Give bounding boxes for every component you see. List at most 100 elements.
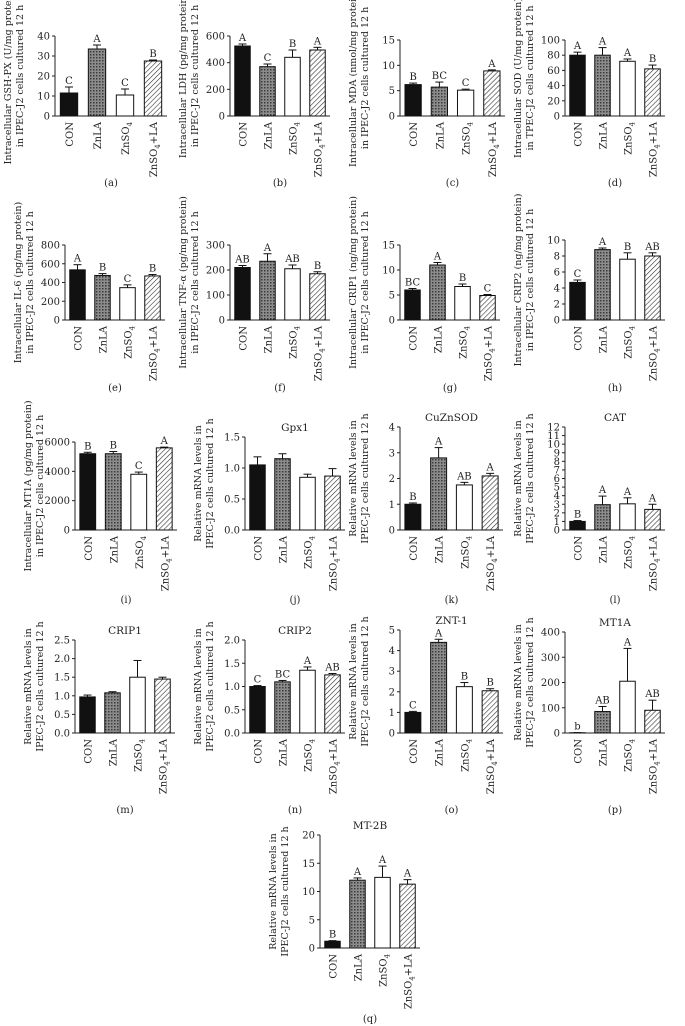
bar-znla [104, 453, 122, 531]
y-tick-label: 12 [547, 423, 560, 434]
y-tick-label: 0.0 [224, 526, 240, 537]
y-axis-label-line-2: in IPEC-J2 cells cultured 12 h [25, 211, 36, 353]
y-axis-label-line-2: in IPEC-J2 cells cultured 12 h [360, 7, 371, 149]
bar-znso4 [619, 60, 636, 117]
x-tick-label-text: ZnSO4+LA [484, 325, 497, 381]
panel-e: 0 200 400 600 800 Intracellular IL-6 (pg/mg p… [13, 202, 165, 394]
significance-letter: AB [456, 471, 472, 482]
chart-title: CuZnSOD [425, 412, 478, 424]
y-tick-label: 0.0 [54, 729, 70, 740]
x-tick-label-text: ZnLA [435, 121, 446, 149]
y-axis-label: Relative mRNA levels in IPEC-J2 cells cul… [513, 413, 536, 543]
y-tick-label: 0 [219, 316, 225, 327]
y-axis-label-line-2: IPEC-J2 cells cultured 12 h [205, 621, 216, 751]
y-tick-label: 200 [41, 297, 60, 308]
panel-label: (b) [273, 178, 287, 189]
x-tick-label-text: ZnSO4+LA [314, 325, 327, 381]
bar-znso4 [456, 89, 475, 117]
x-tick-label: ZnSO4+LA [314, 121, 327, 177]
y-tick-label: 0 [219, 112, 225, 123]
y-tick-label: 60 [547, 66, 560, 77]
y-axis-label: Relative mRNA levels in IPEC-J2 cells cul… [513, 617, 536, 747]
x-tick-label-text: ZnLA [435, 738, 446, 766]
x-tick-label-text: ZnSO4+LA [649, 738, 662, 794]
significance-letter: A [648, 493, 657, 504]
panel-label: (f) [274, 383, 286, 394]
y-tick-label: 10 [547, 440, 560, 451]
x-tick-label: ZnSO4 [124, 325, 137, 358]
x-tick-label-text: ZnLA [599, 121, 610, 149]
x-tick-label-text: ZnLA [279, 738, 290, 766]
significance-letter: C [135, 461, 143, 472]
x-tick-label: CON [239, 326, 250, 351]
panel-m: 0.0 0.5 1.0 1.5 2.0 2.5 Relative mRNA levels i… [23, 621, 175, 816]
bar-con [249, 464, 266, 531]
y-axis-label: Relative mRNA levels in IPEC-J2 cells cul… [348, 616, 371, 746]
y-axis-label-line-1: Relative mRNA levels in [513, 420, 524, 536]
y-tick-label: 1.0 [224, 682, 240, 693]
bar-znso4-plus-la [479, 295, 496, 321]
panel-label: (e) [108, 383, 122, 394]
x-tick-label-text: ZnSO4+LA [159, 738, 172, 794]
x-tick-label-text: ZnSO4 [134, 738, 147, 771]
x-tick-label: CON [574, 122, 585, 147]
y-axis-label-line-2: IPEC-J2 cells cultured 12 h [205, 418, 216, 548]
y-tick-label: 5 [389, 86, 395, 97]
panel-n: 0.0 0.5 1.0 1.5 2.0 Relative mRNA levels in IP… [193, 621, 345, 816]
x-tick-label: ZnLA [434, 325, 445, 353]
y-tick-label: 10 [382, 61, 395, 72]
x-tick-label: ZnSO4 [379, 953, 392, 986]
significance-letter: C [264, 53, 272, 64]
x-tick-label-text: ZnLA [434, 325, 445, 353]
significance-letter: C [409, 700, 417, 711]
bar-znla [429, 264, 446, 321]
bar-znla [94, 274, 111, 321]
x-tick-label-text: CON [239, 326, 250, 351]
bar-znso4 [619, 258, 636, 321]
significance-letter: AB [284, 254, 300, 265]
y-tick-label: 3 [389, 667, 395, 678]
y-axis-label-line-1: Intracellular GSH-PX (U/mg protein) [3, 0, 14, 164]
x-tick-label-text: CON [409, 739, 420, 764]
y-tick-label: 1.5 [224, 659, 240, 670]
y-axis-label-line-2: in IPEC-J2 cells cultured 12 h [190, 5, 201, 147]
x-tick-label: ZnSO4 [135, 535, 148, 568]
x-tick-label: CON [409, 536, 420, 561]
x-tick-label: ZnSO4+LA [314, 325, 327, 381]
significance-letter: C [65, 76, 73, 87]
bar-con [404, 289, 421, 321]
chart-title: CRIP2 [278, 625, 312, 637]
x-tick-label: ZnSO4 [460, 535, 473, 568]
chart-title: CRIP1 [108, 625, 142, 637]
bar-con [79, 696, 96, 734]
significance-letter: A [623, 637, 632, 648]
significance-letter: A [313, 36, 322, 47]
x-tick-label-text: ZnSO4 [304, 535, 317, 568]
x-tick-label: ZnSO4+LA [649, 738, 662, 794]
x-tick-label: ZnLA [599, 535, 610, 563]
significance-letter: C [484, 284, 492, 295]
bar-znla [594, 54, 611, 117]
significance-letter: C [254, 675, 262, 686]
bar-con [249, 686, 266, 734]
y-axis-label: Relative mRNA levels in IPEC-J2 cells cul… [268, 826, 291, 956]
y-axis-label-line-1: Relative mRNA levels in [348, 623, 359, 739]
y-tick-label: 100 [541, 703, 560, 714]
x-tick-label: CON [574, 536, 585, 561]
x-tick-label-text: CON [574, 326, 585, 351]
x-tick-label-text: ZnSO4+LA [649, 535, 662, 591]
y-axis-label: Intracellular CRIP1 (ng/mg protein) in IP… [348, 196, 371, 369]
x-tick-label: CON [84, 739, 95, 764]
significance-letter: B [649, 54, 656, 65]
x-tick-label: ZnSO4 [460, 738, 473, 771]
bar-znso4 [130, 473, 148, 531]
significance-letter: A [160, 436, 169, 447]
y-axis-label-line-1: Relative mRNA levels in [23, 628, 34, 744]
significance-letter: B [289, 39, 296, 50]
bar-znso4-plus-la [324, 674, 341, 734]
x-tick-label: ZnSO4 [624, 121, 637, 154]
y-tick-label: 4 [554, 284, 560, 295]
bar-znla [87, 48, 107, 117]
y-tick-label: 8 [554, 252, 560, 263]
bar-znla [274, 458, 291, 531]
